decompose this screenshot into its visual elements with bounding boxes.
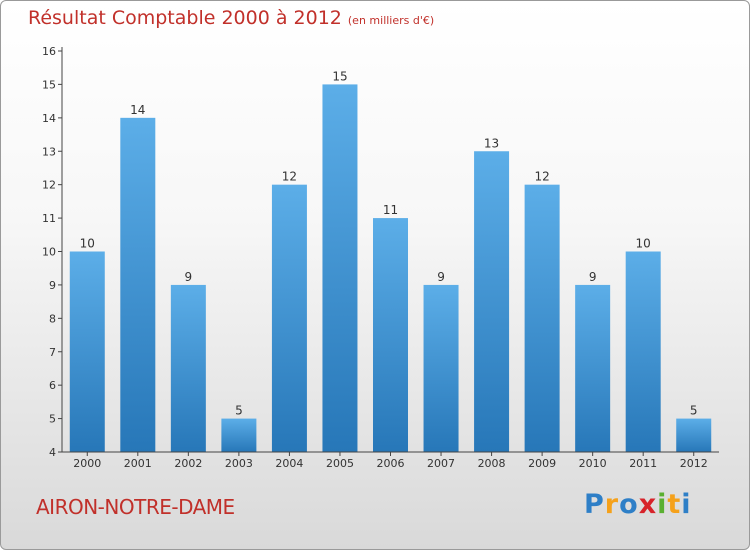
data-label: 15: [332, 69, 347, 83]
data-label: 10: [636, 237, 651, 251]
data-label: 9: [437, 270, 445, 284]
bar: [69, 251, 105, 452]
data-label: 12: [534, 170, 549, 184]
x-tick-label: 2004: [275, 457, 303, 470]
x-tick-label: 2010: [579, 457, 607, 470]
bars-group: 10 14 9 5 12 15 11 9 13 12 9 10 5: [69, 69, 712, 453]
y-tick-label: 10: [42, 246, 56, 259]
x-tick-label: 2008: [478, 457, 506, 470]
bar: [271, 184, 307, 452]
y-tick-label: 13: [42, 145, 56, 158]
logo-letter: t: [667, 489, 682, 520]
data-label: 5: [235, 404, 243, 418]
bar: [625, 251, 661, 452]
logo-letter: x: [638, 489, 658, 520]
bar: [676, 418, 712, 452]
logo-letter: P: [584, 489, 605, 520]
bar: [423, 284, 459, 452]
bar: [524, 184, 560, 452]
proxiti-logo: Proxiti: [584, 489, 692, 520]
data-label: 12: [282, 170, 297, 184]
bar: [575, 284, 611, 452]
y-tick-label: 4: [49, 446, 56, 459]
bar: [120, 117, 156, 452]
y-tick-label: 5: [49, 413, 56, 426]
bar: [221, 418, 257, 452]
data-label: 13: [484, 136, 499, 150]
bar: [322, 84, 358, 453]
y-tick-label: 7: [49, 346, 56, 359]
chart-title-unit: (en milliers d'€): [347, 14, 435, 27]
chart-title-text: Résultat Comptable 2000 à 2012: [28, 7, 342, 29]
data-label: 9: [185, 270, 193, 284]
x-tick-label: 2009: [528, 457, 556, 470]
y-tick-label: 15: [42, 78, 56, 91]
y-tick-label: 9: [49, 279, 56, 292]
x-tick-label: 2003: [225, 457, 253, 470]
data-label: 14: [130, 103, 145, 117]
axes-group: 2000 2001 2002 2003 2004 2005 2006 2007 2008 2009…: [42, 45, 719, 470]
y-tick-label: 16: [42, 45, 56, 58]
x-tick-label: 2000: [73, 457, 101, 470]
y-tick-label: 6: [49, 379, 56, 392]
town-name: AIRON-NOTRE-DAME: [36, 495, 235, 519]
y-tick-label: 8: [49, 312, 56, 325]
data-label: 11: [383, 203, 398, 217]
x-tick-label: 2002: [174, 457, 202, 470]
x-tick-label: 2006: [377, 457, 405, 470]
y-tick-label: 12: [42, 179, 56, 192]
data-label: 5: [690, 404, 698, 418]
x-tick-label: 2005: [326, 457, 354, 470]
logo-letter: i: [681, 489, 692, 520]
bar: [373, 218, 408, 452]
x-tick-label: 2001: [124, 457, 152, 470]
bar: [474, 151, 510, 452]
logo-letter: i: [657, 489, 668, 520]
logo-letter: r: [604, 489, 620, 520]
data-label: 9: [589, 270, 597, 284]
x-tick-label: 2012: [680, 457, 708, 470]
bar: [170, 284, 206, 452]
y-tick-label: 11: [42, 212, 56, 225]
chart-title: Résultat Comptable 2000 à 2012 (en millie…: [28, 7, 434, 29]
x-tick-label: 2007: [427, 457, 455, 470]
data-label: 10: [80, 237, 95, 251]
y-tick-label: 14: [42, 112, 56, 125]
logo-letter: o: [619, 489, 639, 520]
x-tick-label: 2011: [629, 457, 657, 470]
